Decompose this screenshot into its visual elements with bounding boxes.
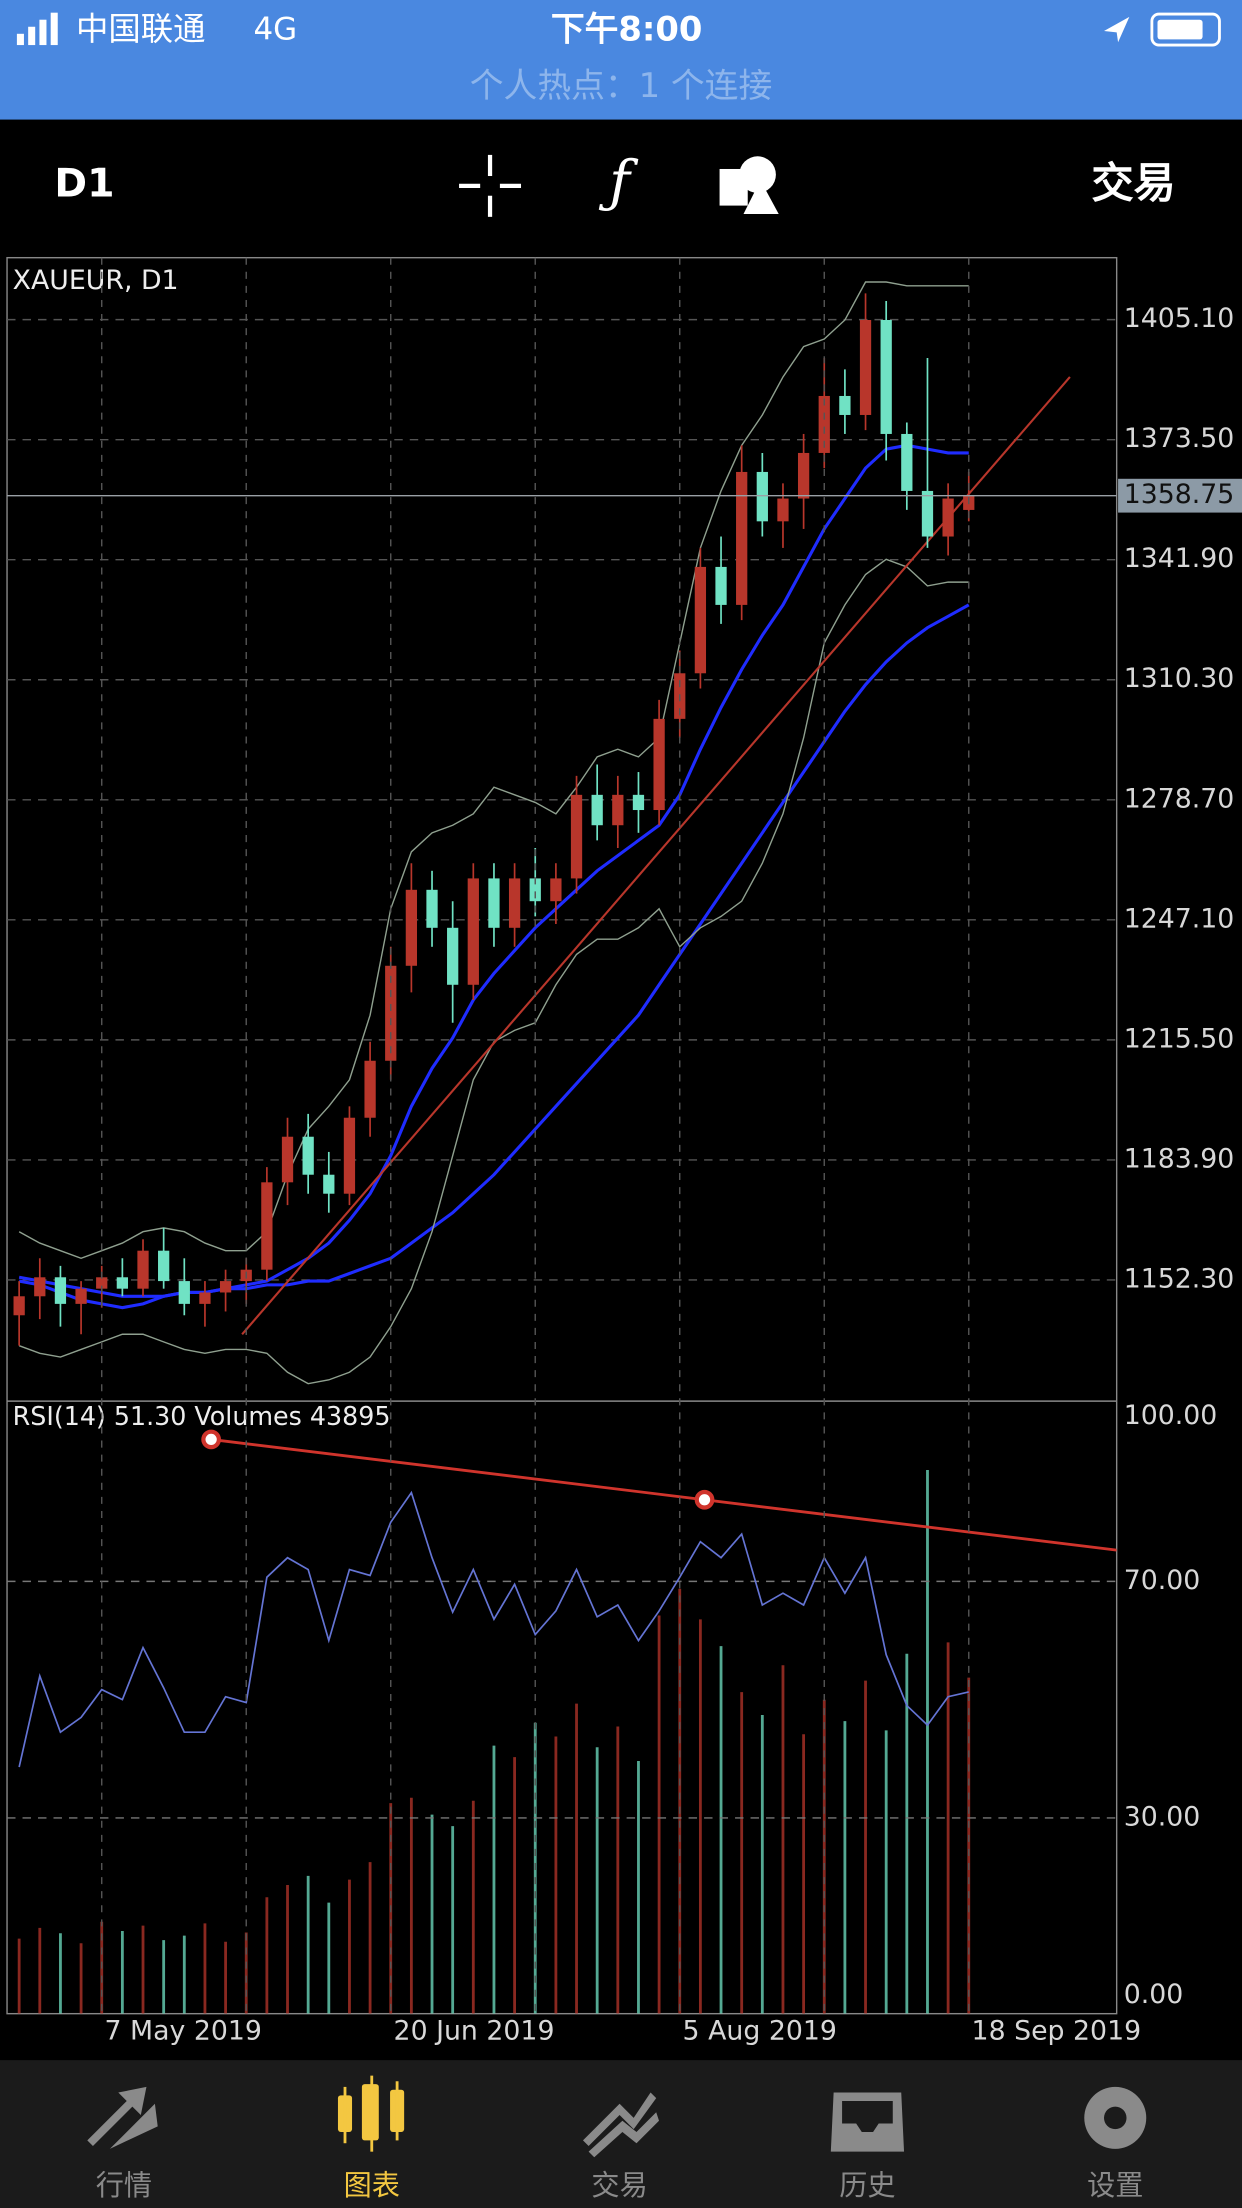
tab-label[interactable]: 图表 bbox=[344, 2169, 400, 2202]
candle-body bbox=[281, 1136, 294, 1183]
candle-body bbox=[385, 965, 397, 1061]
candle-body bbox=[839, 395, 851, 415]
rsi-tick-label: 0.00 bbox=[1124, 1979, 1184, 2010]
chart-title: XAUEUR, D1 bbox=[13, 265, 179, 296]
candle-body bbox=[137, 1250, 149, 1289]
candle-body bbox=[75, 1288, 87, 1304]
candle-body bbox=[261, 1182, 273, 1270]
candle-body bbox=[219, 1281, 232, 1293]
y-tick-label: 1310.30 bbox=[1124, 663, 1235, 694]
candle-body bbox=[467, 878, 479, 985]
battery-level bbox=[1157, 19, 1203, 40]
candle-body bbox=[715, 566, 727, 605]
clock: 下午8:00 bbox=[551, 9, 703, 48]
rsi-line bbox=[18, 1490, 969, 1768]
rsi-tick-label: 70.00 bbox=[1124, 1565, 1201, 1596]
candle-body bbox=[508, 878, 521, 928]
candle-body bbox=[199, 1292, 211, 1304]
crosshair-button[interactable] bbox=[459, 154, 522, 217]
tab-label[interactable]: 设置 bbox=[1087, 2169, 1143, 2202]
tab-label[interactable]: 行情 bbox=[96, 2169, 152, 2202]
x-tick-label: 20 Jun 2019 bbox=[394, 2015, 555, 2046]
candle-body bbox=[323, 1174, 335, 1194]
candle-body bbox=[426, 889, 438, 928]
y-tick-label: 1215.50 bbox=[1124, 1023, 1235, 1054]
candle-body bbox=[447, 927, 459, 985]
x-tick-label: 5 Aug 2019 bbox=[683, 2015, 837, 2046]
tab-label[interactable]: 历史 bbox=[839, 2169, 895, 2202]
candle-body bbox=[34, 1277, 46, 1297]
tab-bar bbox=[0, 2060, 1242, 2208]
candle-body bbox=[178, 1281, 190, 1304]
candle-body bbox=[570, 794, 583, 879]
y-tick-label: 1373.50 bbox=[1124, 423, 1235, 454]
candle-body bbox=[653, 718, 665, 811]
rsi-tick-label: 30.00 bbox=[1124, 1801, 1201, 1832]
current-price-label: 1358.75 bbox=[1124, 479, 1235, 510]
x-tick-label: 18 Sep 2019 bbox=[972, 2015, 1142, 2046]
y-tick-label: 1247.10 bbox=[1124, 903, 1235, 934]
location-icon bbox=[1104, 16, 1130, 43]
y-tick-label: 1183.90 bbox=[1124, 1143, 1235, 1174]
candle-body bbox=[777, 498, 789, 522]
network: 4G bbox=[253, 11, 297, 47]
trendline-anchor[interactable] bbox=[201, 1429, 221, 1450]
hotspot: 个人热点：1 个连接 bbox=[470, 66, 772, 105]
y-tick-label: 1278.70 bbox=[1124, 783, 1235, 814]
candle-body bbox=[302, 1136, 314, 1175]
candle-body bbox=[96, 1277, 108, 1289]
candle-body bbox=[818, 395, 830, 453]
y-tick-label: 1405.10 bbox=[1124, 303, 1235, 334]
tabs: 行情 图表 交易 历史 设置 bbox=[96, 2169, 1144, 2202]
indicator-label: RSI(14) 51.30 Volumes 43895 bbox=[13, 1401, 391, 1431]
candle-body bbox=[632, 794, 645, 811]
trendline-anchor[interactable] bbox=[694, 1489, 715, 1510]
candle-body bbox=[797, 452, 810, 499]
candle-body bbox=[859, 319, 872, 415]
period-button[interactable]: D1 bbox=[54, 160, 114, 206]
candle-body bbox=[54, 1277, 67, 1304]
candle-body bbox=[488, 878, 500, 928]
y-tick-label: 1152.30 bbox=[1124, 1263, 1235, 1294]
rsi-panel bbox=[7, 1429, 1117, 2014]
candle-body bbox=[591, 794, 603, 826]
carrier: 中国联通 bbox=[76, 10, 206, 48]
candle-body bbox=[612, 794, 624, 826]
chart-frame bbox=[6, 256, 1118, 2015]
candle-body bbox=[880, 319, 892, 434]
signal-icon bbox=[16, 12, 58, 46]
candle-body bbox=[921, 490, 934, 537]
tab-icons bbox=[87, 2075, 1147, 2158]
tab-label[interactable]: 交易 bbox=[591, 2169, 647, 2202]
bollinger-band bbox=[18, 281, 969, 1260]
objects-button[interactable] bbox=[719, 156, 779, 215]
candle-body bbox=[364, 1060, 376, 1118]
rsi-trendline bbox=[210, 1438, 1117, 1552]
y-tick-label: 1341.90 bbox=[1124, 543, 1235, 574]
battery bbox=[1150, 12, 1221, 47]
candle-body bbox=[116, 1277, 129, 1289]
candle-body bbox=[694, 566, 707, 674]
candle-body bbox=[901, 433, 913, 491]
rsi-tick-label: 100.00 bbox=[1124, 1400, 1218, 1431]
x-tick-label: 7 May 2019 bbox=[105, 2015, 262, 2046]
candle-body bbox=[550, 878, 562, 902]
moving-average bbox=[18, 603, 970, 1298]
candle-body bbox=[13, 1296, 25, 1316]
candle-body bbox=[736, 471, 748, 605]
candle-body bbox=[405, 889, 418, 966]
toolbar bbox=[0, 119, 1242, 254]
trade-button[interactable]: 交易 bbox=[1091, 158, 1175, 207]
status-bar bbox=[0, 0, 1242, 120]
candle-body bbox=[529, 878, 541, 902]
candle-body bbox=[756, 471, 768, 522]
candle-body bbox=[942, 498, 954, 537]
current-price-box bbox=[1118, 478, 1242, 513]
candle-body bbox=[343, 1117, 356, 1194]
candle-body bbox=[158, 1250, 170, 1282]
